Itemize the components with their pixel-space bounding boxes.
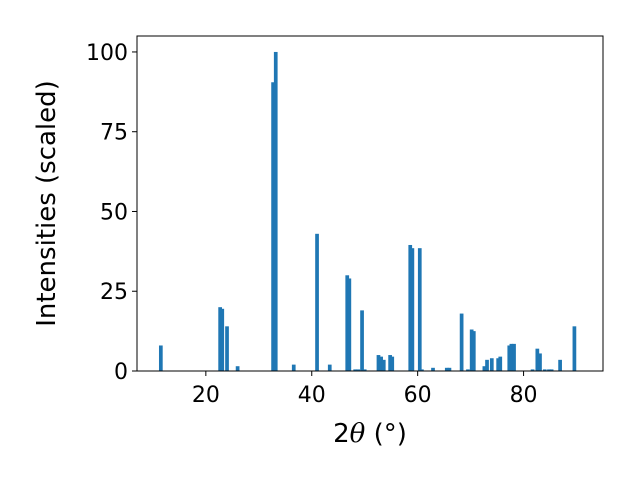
bar	[530, 369, 535, 371]
x-tick-label: 20	[192, 383, 220, 408]
bar	[538, 353, 542, 371]
x-tick-label: 40	[298, 383, 326, 408]
bar	[347, 278, 352, 371]
bar	[542, 369, 547, 371]
bar	[390, 356, 395, 371]
x-tick-label: 60	[404, 383, 432, 408]
bar	[291, 364, 296, 371]
bar	[485, 359, 489, 371]
bar	[572, 326, 577, 371]
bar	[360, 310, 364, 371]
bar	[235, 366, 240, 371]
bar	[444, 367, 449, 371]
plot-frame	[136, 35, 604, 372]
bar	[558, 359, 562, 371]
bar	[431, 367, 435, 371]
x-axis-label-symbol: θ	[350, 419, 366, 449]
y-tick-label: 75	[100, 121, 128, 146]
bar	[417, 248, 422, 371]
bar	[512, 343, 516, 371]
x-axis-label-suffix: (°)	[365, 419, 407, 449]
bar	[471, 331, 476, 371]
bar	[353, 369, 358, 371]
bar	[388, 355, 392, 371]
bar	[315, 233, 319, 371]
x-axis-label-prefix: 2	[333, 419, 350, 449]
bar	[482, 366, 487, 371]
bar	[498, 356, 503, 371]
y-axis-label: Intensities (scaled)	[32, 80, 62, 327]
bar	[381, 359, 386, 371]
bar	[469, 329, 474, 371]
bar	[271, 82, 275, 371]
bar	[225, 326, 229, 371]
x-axis-label: 2θ (°)	[333, 419, 407, 449]
x-tick-label: 80	[510, 383, 538, 408]
y-tick-label: 50	[100, 200, 128, 225]
bar	[549, 369, 554, 371]
bar	[489, 358, 494, 371]
bar	[376, 355, 381, 371]
bar	[379, 356, 383, 371]
bar	[408, 244, 413, 371]
y-tick-label: 25	[100, 280, 128, 305]
bar	[547, 369, 551, 371]
bar	[420, 369, 424, 371]
bar	[507, 345, 512, 371]
bar	[220, 308, 225, 371]
bar	[218, 307, 222, 371]
bar	[327, 364, 332, 371]
bar	[509, 343, 514, 371]
y-tick-label: 100	[86, 41, 128, 66]
bar	[356, 369, 361, 371]
x-ticks: 20 40 60 80	[192, 371, 538, 408]
bars-group	[158, 51, 577, 371]
bar	[535, 348, 540, 371]
bar	[273, 51, 278, 371]
bar	[158, 345, 163, 371]
bar	[466, 369, 470, 371]
bar	[496, 358, 501, 371]
y-ticks: 0 25 50 75 100	[86, 41, 137, 385]
y-tick-label: 0	[114, 360, 128, 385]
bar	[459, 313, 464, 371]
bar	[410, 248, 415, 371]
bar	[345, 275, 350, 371]
bar	[447, 367, 452, 371]
bar	[362, 369, 367, 371]
